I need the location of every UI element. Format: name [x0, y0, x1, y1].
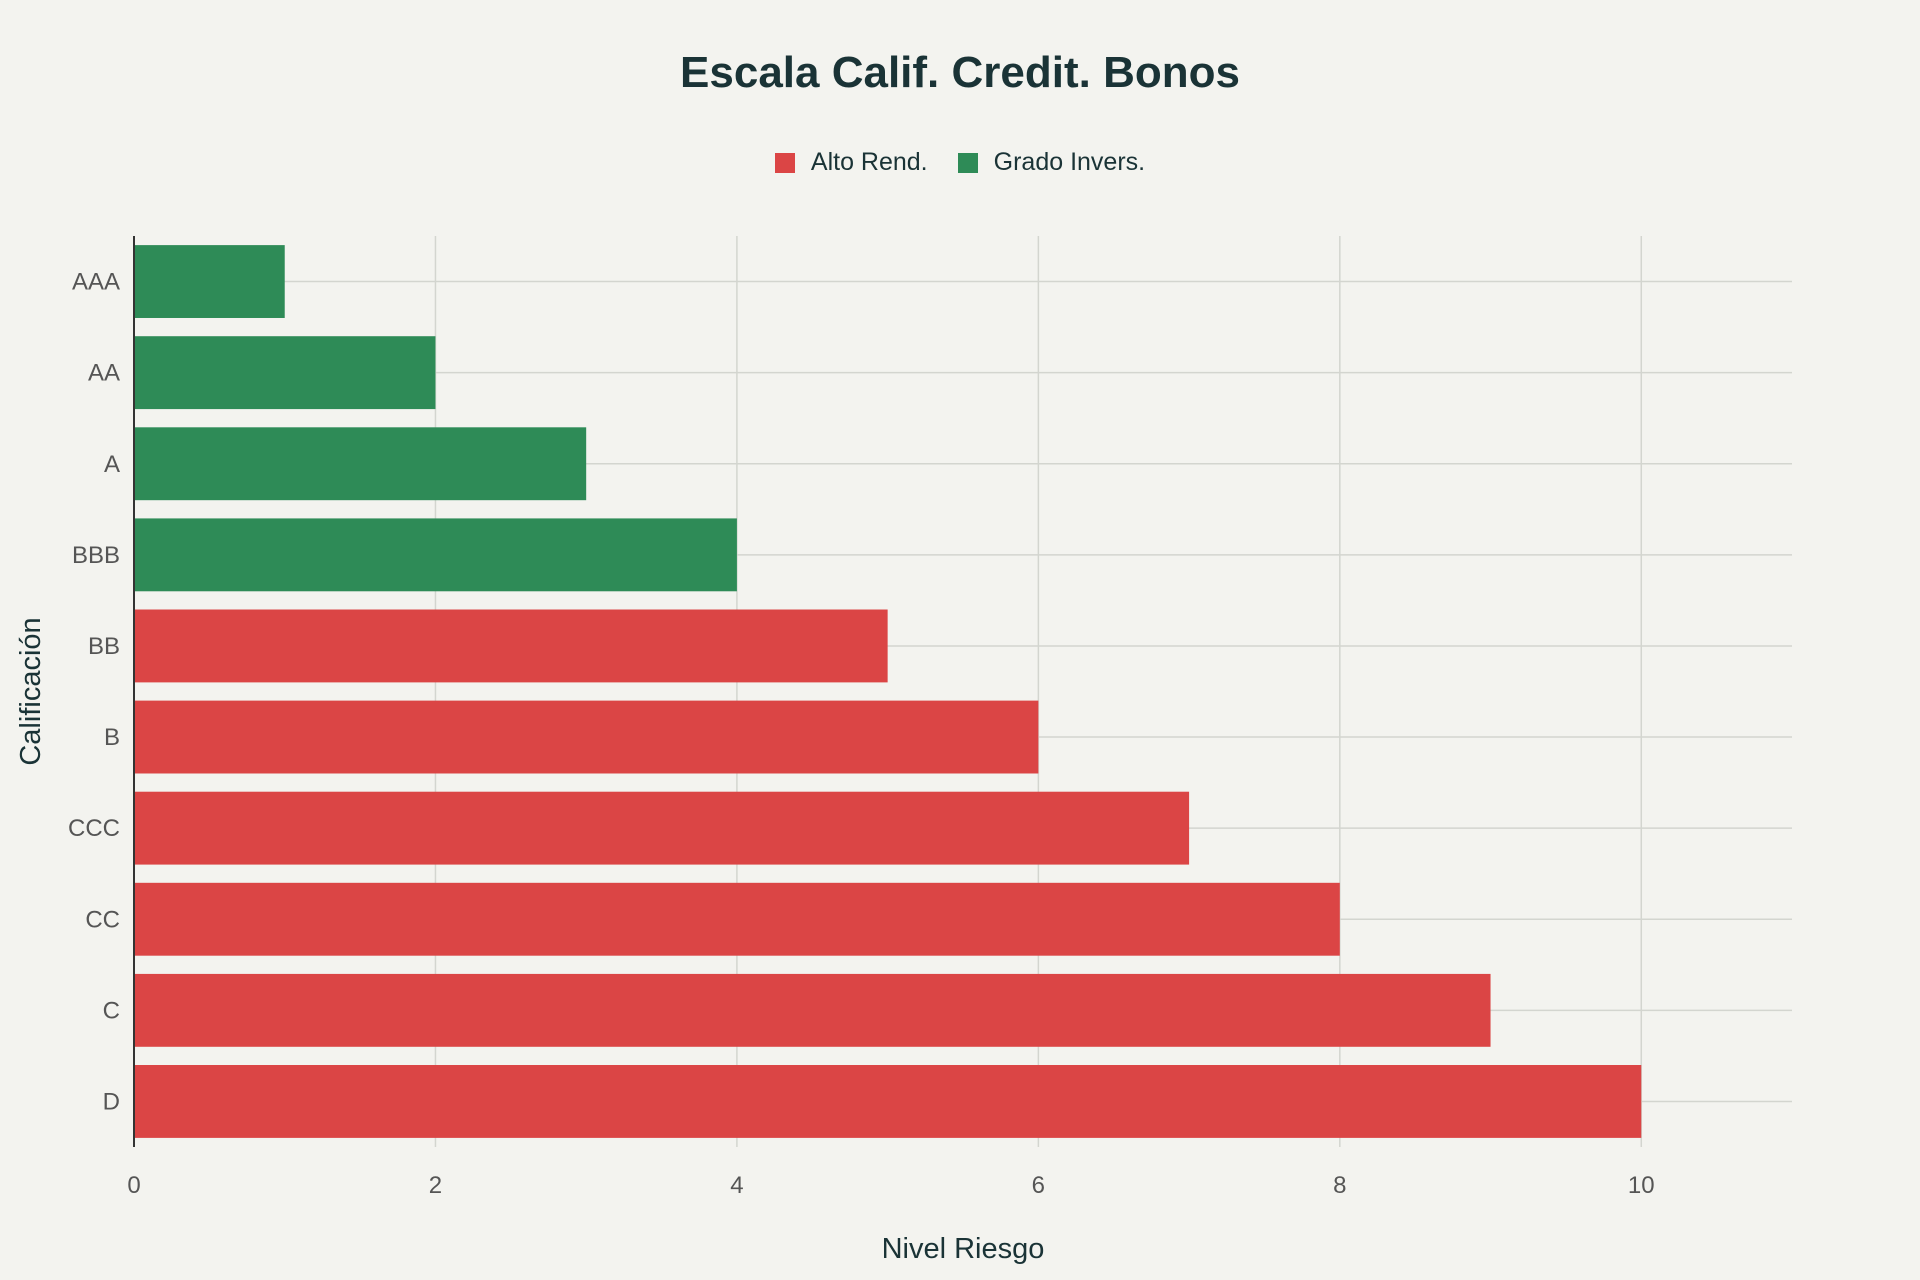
bar-d[interactable] [134, 1065, 1642, 1138]
x-tick-label: 6 [1032, 1172, 1045, 1199]
bars [134, 245, 1642, 1138]
bar-c[interactable] [134, 973, 1491, 1047]
y-tick-label: C [103, 997, 120, 1024]
x-tick-label: 2 [429, 1172, 442, 1199]
legend-swatch-grado-invers [957, 152, 978, 173]
bar-aaa[interactable] [134, 245, 285, 318]
bar-bb[interactable] [134, 609, 888, 683]
y-tick-label: BBB [72, 542, 120, 569]
legend-label-alto-rend: Alto Rend. [810, 148, 928, 176]
bar-ccc[interactable] [134, 791, 1190, 865]
y-axis-title: Calificación [15, 617, 47, 765]
bar-a[interactable] [134, 427, 587, 501]
x-axis-title: Nivel Riesgo [882, 1233, 1045, 1265]
bar-cc[interactable] [134, 882, 1340, 956]
y-tick-label: A [104, 451, 120, 478]
y-tick-label: AAA [72, 269, 120, 296]
x-tick-label: 0 [127, 1172, 140, 1199]
legend-item-grado-invers[interactable]: Grado Invers. [957, 148, 1146, 177]
legend-item-alto-rend[interactable]: Alto Rend. [774, 148, 928, 177]
y-tick-label: B [104, 724, 120, 751]
x-tick-label: 4 [730, 1172, 743, 1199]
y-tick-label: BB [88, 633, 120, 660]
legend-swatch-alto-rend [774, 152, 795, 173]
bar-aa[interactable] [134, 336, 436, 410]
legend: Alto Rend. Grado Invers. [0, 148, 1920, 177]
chart-title: Escala Calif. Credit. Bonos [680, 48, 1240, 97]
y-tick-label: D [103, 1088, 120, 1115]
y-tick-label: CCC [68, 815, 120, 842]
x-tick-label: 10 [1628, 1172, 1655, 1199]
y-tick-label: AA [88, 360, 120, 387]
bar-b[interactable] [134, 700, 1039, 774]
bar-bbb[interactable] [134, 518, 737, 592]
y-tick-label: CC [85, 906, 120, 933]
legend-label-grado-invers: Grado Invers. [993, 148, 1146, 176]
x-tick-label: 8 [1333, 1172, 1346, 1199]
